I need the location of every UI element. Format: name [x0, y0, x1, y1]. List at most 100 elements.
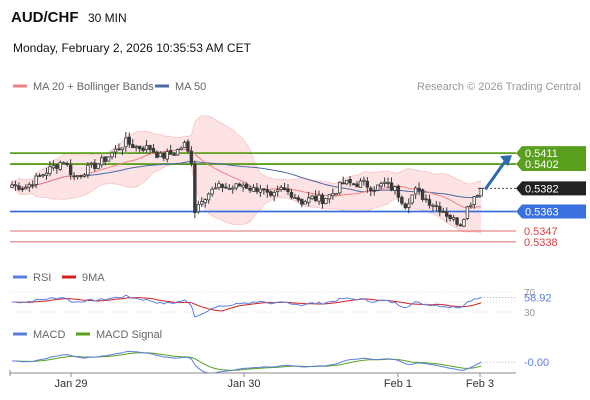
- candle: [469, 202, 473, 209]
- candle: [206, 192, 211, 204]
- candle-body: [103, 156, 107, 162]
- candle: [234, 183, 238, 191]
- candle-body: [58, 162, 62, 170]
- target-arrow-shaft: [483, 159, 508, 191]
- candle: [479, 187, 483, 197]
- candle: [86, 162, 90, 179]
- candle: [10, 181, 14, 189]
- candle: [289, 188, 294, 200]
- candle-body: [251, 187, 256, 192]
- candle-body: [182, 141, 187, 149]
- ma50-line: [12, 160, 482, 199]
- candle: [82, 173, 87, 178]
- candle: [372, 186, 376, 196]
- candle-body: [476, 194, 480, 197]
- candle: [317, 190, 321, 205]
- candle-body: [317, 194, 321, 202]
- candle: [106, 156, 111, 162]
- candle: [17, 182, 21, 192]
- candle: [265, 184, 269, 198]
- candle-body: [75, 175, 80, 178]
- candle-body: [120, 147, 125, 151]
- candle-body: [231, 187, 235, 190]
- candle-body: [217, 183, 221, 188]
- candle-body: [438, 206, 442, 213]
- candle-body: [306, 197, 311, 203]
- x-tick-label: Jan 30: [227, 378, 260, 390]
- candle: [189, 146, 194, 167]
- candle: [168, 144, 173, 155]
- candle-body: [106, 156, 111, 162]
- candle: [306, 191, 311, 207]
- rsi-tick-70: 70: [524, 288, 536, 299]
- candle: [117, 143, 121, 151]
- candle: [448, 214, 452, 222]
- candle-body: [417, 187, 421, 192]
- candle: [158, 151, 163, 158]
- candle: [393, 185, 397, 195]
- candle: [320, 192, 325, 209]
- candle: [20, 186, 25, 193]
- candle: [124, 131, 128, 152]
- candle: [434, 200, 439, 212]
- candle-body: [362, 179, 366, 182]
- candle-body: [241, 184, 245, 188]
- bollinger-upper: [12, 115, 482, 185]
- candle: [224, 182, 228, 189]
- candle: [58, 160, 62, 171]
- candle-body: [441, 211, 445, 213]
- candle-body: [389, 182, 394, 191]
- candle: [37, 173, 42, 177]
- candle-body: [44, 172, 49, 176]
- candle-body: [465, 206, 470, 219]
- rsi-tick-30: 30: [524, 308, 536, 319]
- candle-body: [144, 145, 149, 150]
- candle-body: [168, 150, 173, 155]
- candle-body: [348, 178, 352, 184]
- rsi-value-label: 58.92: [524, 293, 552, 305]
- candle: [334, 193, 338, 196]
- candle-body: [41, 174, 45, 177]
- candle: [410, 194, 414, 205]
- candle-body: [407, 203, 411, 208]
- candle: [251, 184, 256, 192]
- candle-body: [431, 204, 435, 207]
- bollinger-band: [12, 115, 482, 233]
- candle: [355, 181, 359, 188]
- candle-body: [289, 191, 294, 198]
- rsi-line: [12, 294, 482, 318]
- current-label-0.5382: 0.5382: [525, 183, 559, 195]
- candle: [269, 190, 273, 198]
- candle: [75, 175, 80, 180]
- candle: [331, 188, 335, 200]
- candle: [427, 194, 432, 209]
- candle: [186, 139, 190, 154]
- pivot-label-0.5363: 0.5363: [525, 207, 559, 219]
- x-tick-label: Feb 1: [384, 378, 412, 390]
- candle-body: [296, 197, 301, 201]
- candle: [103, 156, 107, 166]
- datetime-label: Monday, February 2, 2026 10:35:53 AM CET: [13, 41, 251, 55]
- candle-body: [451, 217, 456, 220]
- candle: [451, 214, 456, 222]
- candle: [55, 164, 59, 174]
- pair-title: AUD/CHF: [11, 9, 79, 26]
- candle-body: [372, 189, 376, 192]
- candle-body: [393, 186, 397, 191]
- candle-body: [410, 194, 414, 204]
- candle-body: [68, 164, 73, 176]
- candle-body: [137, 145, 142, 150]
- candle-body: [206, 193, 211, 201]
- candle: [30, 180, 35, 189]
- candle-body: [351, 183, 356, 186]
- candle: [196, 200, 200, 214]
- macd-signal-legend-label: MACD Signal: [96, 329, 162, 341]
- current-tag-0.5382: [516, 181, 586, 196]
- support-label-0.5347: 0.5347: [524, 226, 558, 238]
- candle-body: [55, 164, 59, 169]
- candle: [348, 175, 352, 187]
- candle: [365, 177, 370, 193]
- candle: [241, 182, 245, 192]
- candle: [375, 184, 380, 192]
